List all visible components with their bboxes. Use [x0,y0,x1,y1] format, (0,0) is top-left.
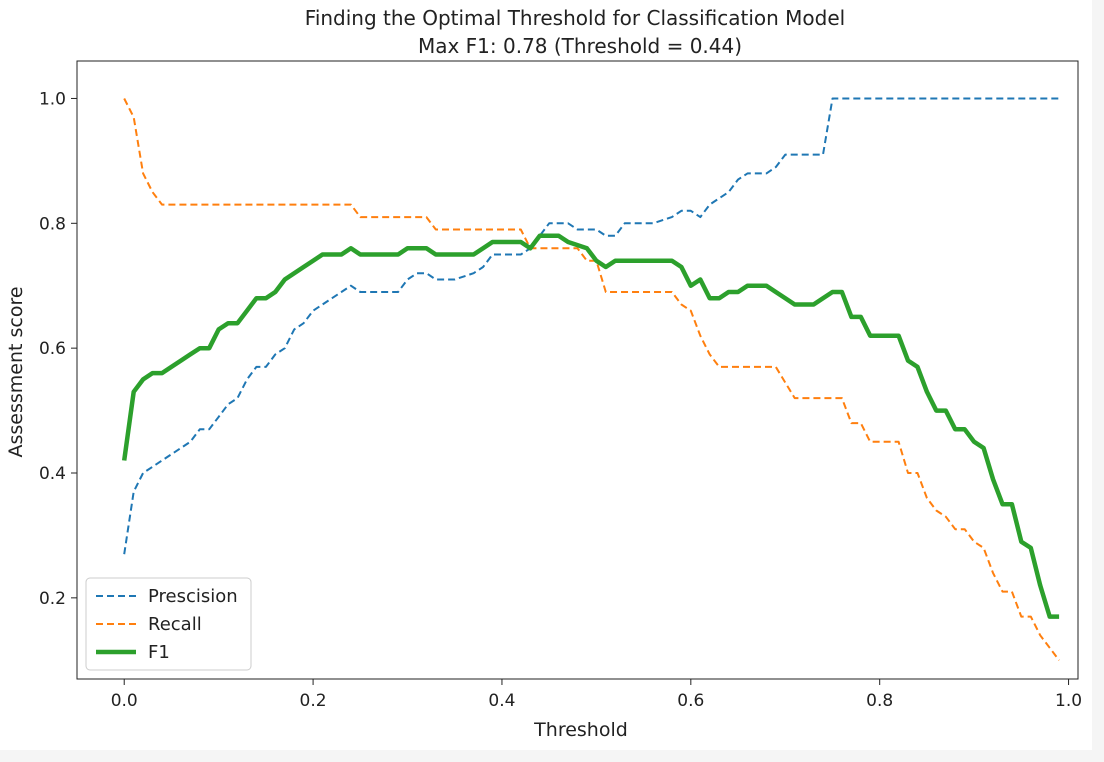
legend-label-prescision: Prescision [148,586,238,607]
y-tick-label: 0.8 [39,214,66,234]
series-lines [121,97,1060,661]
chart-subtitle: Max F1: 0.78 (Threshold = 0.44) [418,34,742,58]
x-tick-label: 0.6 [677,691,704,711]
chart-figure: Finding the Optimal Threshold for Classi… [5,6,1083,741]
legend-label-f1: F1 [148,642,170,663]
y-tick-label: 0.2 [39,589,66,609]
series-line-recall [123,98,1060,661]
legend: Prescision Recall F1 [85,577,252,671]
y-tick-label: 0.4 [39,464,66,484]
x-tick-label: 0.2 [300,691,327,711]
y-axis-label: Assessment score [5,286,27,457]
line-chart: Finding the Optimal Threshold for Classi… [5,6,1082,741]
x-tick-label: 1.0 [1055,691,1082,711]
y-axis-ticks: 0.2 0.4 0.6 0.8 1.0 [39,89,77,609]
x-tick-label: 0.8 [866,691,893,711]
chart-title: Finding the Optimal Threshold for Classi… [305,6,845,30]
series-line-f1 [121,233,1060,619]
y-tick-label: 0.6 [39,339,66,359]
series-line-prescision [123,97,1060,555]
x-axis-ticks: 0.0 0.2 0.4 0.6 0.8 1.0 [111,679,1082,711]
plot-area-frame [76,60,1079,680]
legend-box [85,577,252,671]
x-tick-label: 0.0 [111,691,138,711]
x-axis-label: Threshold [533,719,628,741]
y-tick-label: 1.0 [39,89,66,109]
legend-label-recall: Recall [148,614,202,635]
x-tick-label: 0.4 [488,691,515,711]
